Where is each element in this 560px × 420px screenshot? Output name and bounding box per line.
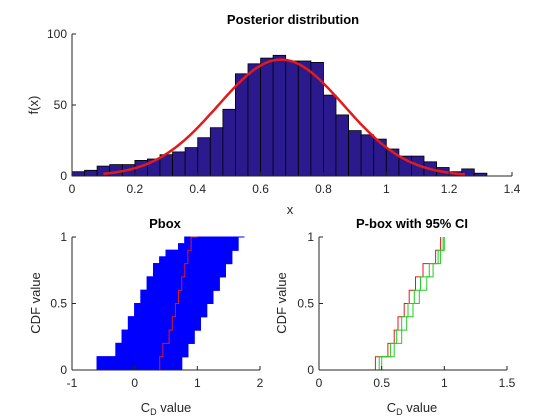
hist-bar bbox=[260, 57, 274, 177]
hist-bar bbox=[247, 63, 262, 177]
pbox-ci-x-tick-label: 0.5 bbox=[373, 376, 390, 390]
hist-bar bbox=[172, 151, 186, 177]
pbox-x-tick-label: 2 bbox=[257, 376, 264, 390]
pbox-ci-chart: P-box with 95% CI 0 0.5 1 1.5 00.51 CDF val… bbox=[274, 216, 516, 417]
hist-bar bbox=[184, 147, 199, 177]
pbox-ci-x-tick-label: 0 bbox=[316, 376, 323, 390]
hist-x-tick-label: 0.4 bbox=[189, 182, 206, 196]
pbox-ci-x-tick-label: 1.5 bbox=[499, 376, 516, 390]
pbox-center-line bbox=[153, 236, 198, 371]
hist-y-ticks: 0 50 100 bbox=[47, 27, 76, 183]
hist-bar bbox=[222, 108, 236, 177]
pbox-ci-y-tick-label: 0 bbox=[307, 363, 314, 377]
pbox-x-tick-label: 1 bbox=[194, 376, 201, 390]
pbox-x-ticks: -1 0 1 2 bbox=[67, 366, 264, 390]
pbox-ci-x-label: CD value bbox=[387, 400, 438, 417]
hist-y-label: f(x) bbox=[26, 96, 41, 115]
hist-x-label: x bbox=[287, 202, 294, 217]
hist-bars bbox=[71, 54, 488, 177]
pbox-ci-y-tick-label: 1 bbox=[307, 230, 314, 244]
hist-bar bbox=[84, 169, 98, 177]
posterior-histogram-chart: Posterior distribution 0 0.2 0.4 0.6 0.8 1 1.2… bbox=[26, 12, 521, 217]
pbox-y-label: CDF value bbox=[28, 272, 43, 333]
pbox-y-tick-label: 0 bbox=[60, 363, 67, 377]
pbox-ci-x-tick-label: 1 bbox=[441, 376, 448, 390]
hist-x-ticks: 0 0.2 0.4 0.6 0.8 1 1.2 1.4 bbox=[69, 172, 521, 196]
pbox-ci-y-label: CDF value bbox=[274, 272, 289, 333]
pbox-ci-x-ticks: 0 0.5 1 1.5 bbox=[316, 366, 516, 390]
pbox-x-tick-label: -1 bbox=[67, 376, 78, 390]
pbox-ci-y-tick-label: 0.5 bbox=[297, 297, 314, 311]
hist-bar bbox=[322, 94, 337, 177]
hist-bar bbox=[348, 130, 362, 177]
pbox-lower-edge bbox=[87, 236, 198, 371]
hist-bar bbox=[197, 137, 211, 177]
pbox-ci-title: P-box with 95% CI bbox=[356, 216, 468, 231]
hist-bar bbox=[285, 60, 299, 177]
hist-x-tick-label: 0 bbox=[69, 182, 76, 196]
hist-bar bbox=[71, 171, 86, 177]
hist-bar bbox=[335, 114, 350, 177]
hist-x-tick-label: 0.2 bbox=[127, 182, 144, 196]
pbox-upper-edge bbox=[172, 236, 245, 371]
hist-bar bbox=[360, 134, 375, 177]
hist-x-tick-label: 1.4 bbox=[504, 182, 521, 196]
hist-y-tick-label: 0 bbox=[60, 169, 67, 183]
hist-x-tick-label: 0.6 bbox=[252, 182, 269, 196]
hist-y-tick-label: 50 bbox=[54, 98, 68, 112]
pbox-title: Pbox bbox=[149, 216, 182, 231]
hist-bar bbox=[272, 54, 287, 177]
hist-bar bbox=[209, 127, 224, 177]
pbox-ci-y-ticks: 00.51 bbox=[297, 230, 323, 377]
pbox-ci-series bbox=[364, 237, 445, 371]
hist-bar bbox=[310, 62, 324, 177]
pbox-y-tick-label: 1 bbox=[60, 230, 67, 244]
pbox-y-tick-label: 0.5 bbox=[50, 297, 67, 311]
hist-x-tick-label: 1 bbox=[383, 182, 390, 196]
pbox-ci-series-line-2 bbox=[372, 237, 445, 371]
pbox-y-ticks: 00.51 bbox=[50, 230, 76, 377]
hist-y-tick-label: 100 bbox=[47, 27, 67, 41]
hist-title: Posterior distribution bbox=[227, 12, 359, 27]
pbox-x-tick-label: 0 bbox=[131, 376, 138, 390]
pbox-x-label: CD value bbox=[141, 400, 192, 417]
hist-x-tick-label: 0.8 bbox=[315, 182, 332, 196]
hist-x-tick-label: 1.2 bbox=[441, 182, 458, 196]
hist-fit-curve bbox=[103, 58, 466, 176]
hist-bar bbox=[234, 73, 249, 177]
hist-bar bbox=[297, 60, 312, 177]
